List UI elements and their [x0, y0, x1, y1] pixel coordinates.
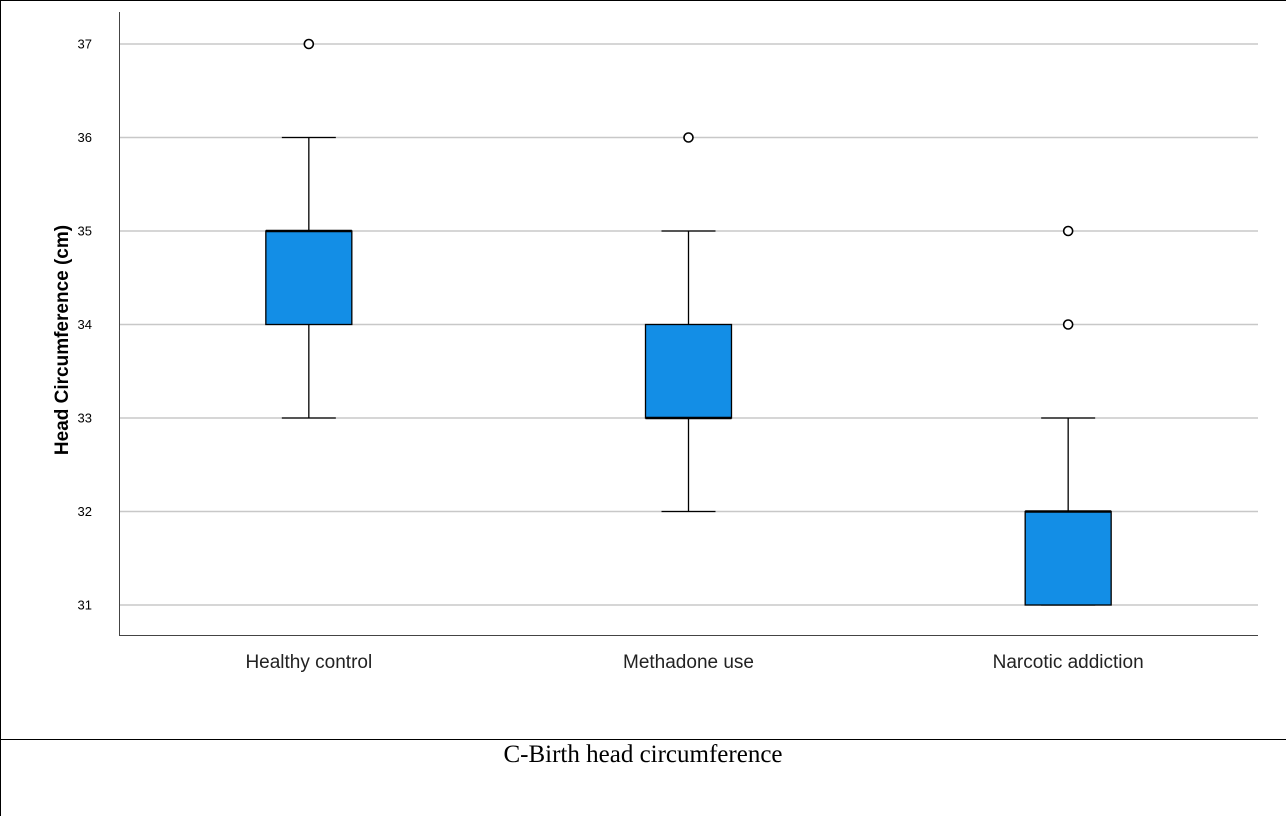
y-tick-label-34: 34	[78, 317, 92, 332]
y-tick-label-35: 35	[78, 224, 92, 239]
box-group-methadone-use	[644, 132, 733, 513]
figure-caption: C-Birth head circumference	[503, 741, 783, 768]
x-category-labels: Healthy control Methadone use Narcotic add…	[245, 652, 1143, 673]
y-tick-label-32: 32	[78, 504, 92, 519]
y-tick-label-36: 36	[78, 130, 92, 145]
iqr-box	[644, 323, 733, 419]
y-tick-label-31: 31	[78, 598, 92, 613]
iqr-box	[265, 230, 353, 326]
outlier-point	[1062, 319, 1074, 330]
y-tick-label-33: 33	[78, 411, 92, 426]
x-category-label-healthy-control: Healthy control	[245, 652, 372, 673]
boxes	[265, 38, 1112, 606]
outlier-point	[1062, 225, 1074, 237]
box-plot-chart: 31 32 33 34 35 36 37 Healthy control Methadone …	[52, 12, 1258, 673]
box-group-healthy-control	[265, 38, 353, 419]
y-tick-labels: 31 32 33 34 35 36 37	[78, 37, 92, 613]
y-axis-title: Head Circumference (cm)	[52, 225, 73, 455]
y-tick-label-37: 37	[78, 37, 92, 52]
outlier-point	[683, 132, 694, 143]
outlier-point	[303, 38, 315, 50]
x-category-label-narcotic-addiction: Narcotic addiction	[993, 652, 1144, 673]
box-group-narcotic-addiction	[1024, 225, 1112, 606]
x-category-label-methadone-use: Methadone use	[623, 652, 754, 673]
axes	[119, 12, 1258, 636]
iqr-box	[1024, 510, 1112, 606]
